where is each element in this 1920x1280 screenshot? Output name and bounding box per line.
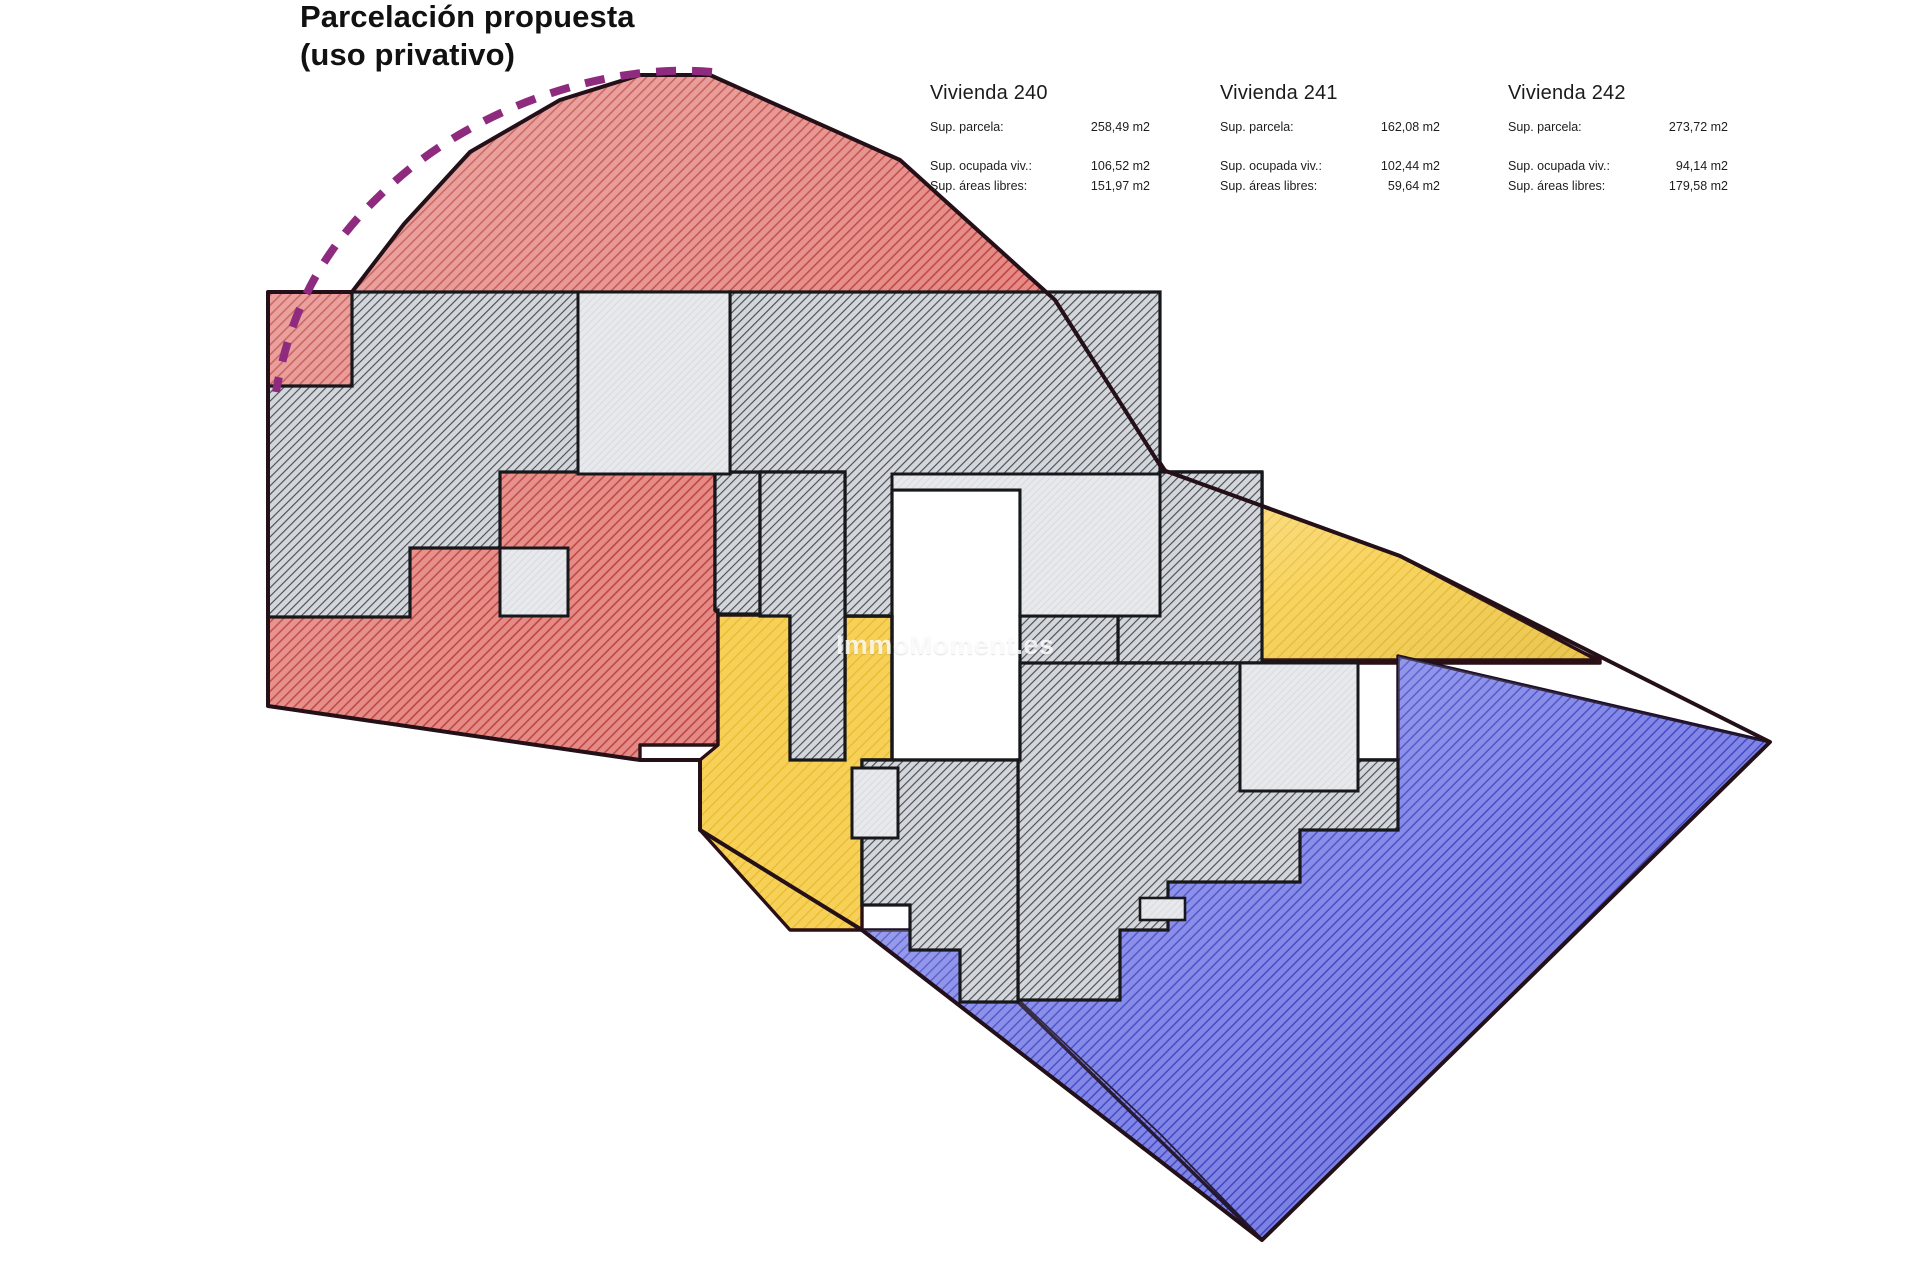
legend-value-sup-libres-242: 179,58 m2 bbox=[1668, 178, 1728, 193]
legend-label-sup-libres: Sup. áreas libres: bbox=[930, 178, 1028, 193]
legend-label-sup-ocupada: Sup. ocupada viv.: bbox=[1508, 159, 1610, 174]
building-footprints bbox=[266, 290, 1400, 1004]
dashed-boundary bbox=[272, 66, 713, 393]
legend-label-sup-ocupada: Sup. ocupada viv.: bbox=[930, 159, 1032, 174]
legend-title-241: Vivienda 241 bbox=[1220, 82, 1338, 104]
legend-label-sup-libres: Sup. áreas libres: bbox=[1220, 178, 1318, 193]
legend-spacer bbox=[930, 137, 1220, 157]
legend-row-sup-ocupada-240: Sup. ocupada viv.: 106,52 m2 bbox=[930, 157, 1220, 176]
legend-value-sup-ocupada-240: 106,52 m2 bbox=[1090, 159, 1150, 174]
terrace-nw bbox=[576, 290, 732, 476]
legend-value-sup-ocupada-242: 94,14 m2 bbox=[1675, 159, 1728, 174]
legend-row-sup-parcela-242: Sup. parcela: 273,72 m2 bbox=[1508, 118, 1798, 137]
legend-label-sup-parcela: Sup. parcela: bbox=[1508, 120, 1582, 134]
terrace-s2 bbox=[1138, 896, 1187, 922]
legend-column-vivienda-242: Vivienda 242 Sup. parcela: 273,72 m2 Sup… bbox=[1508, 82, 1798, 196]
legend-label-sup-libres: Sup. áreas libres: bbox=[1508, 178, 1606, 193]
site-outline bbox=[266, 73, 1772, 1242]
page-title-line-1: Parcelación propuesta bbox=[300, 0, 635, 34]
legend-label-sup-ocupada: Sup. ocupada viv.: bbox=[1220, 159, 1322, 174]
legend-row-sup-parcela-241: Sup. parcela: 162,08 m2 bbox=[1220, 118, 1508, 137]
legend-column-vivienda-241: Vivienda 241 Sup. parcela: 162,08 m2 Sup… bbox=[1220, 82, 1508, 196]
terrace-s bbox=[850, 766, 900, 840]
terrace-center bbox=[890, 472, 1162, 618]
legend-value-sup-parcela-242: 273,72 m2 bbox=[1668, 120, 1728, 134]
legend-title-240: Vivienda 240 bbox=[930, 82, 1048, 104]
legend-value-sup-libres-240: 151,97 m2 bbox=[1090, 178, 1150, 193]
legend-value-sup-parcela-241: 162,08 m2 bbox=[1380, 120, 1440, 134]
legend-value-sup-ocupada-241: 102,44 m2 bbox=[1380, 159, 1440, 174]
page-title: Parcelación propuesta (uso privativo) bbox=[300, 0, 635, 74]
legend-row-sup-libres-240: Sup. áreas libres: 151,97 m2 bbox=[930, 177, 1220, 196]
terrace-w bbox=[498, 546, 570, 618]
legend-row-sup-ocupada-241: Sup. ocupada viv.: 102,44 m2 bbox=[1220, 157, 1508, 176]
terrace-se bbox=[1238, 661, 1360, 793]
page-title-line-2: (uso privativo) bbox=[300, 36, 516, 72]
legend-label-sup-parcela: Sup. parcela: bbox=[1220, 120, 1294, 134]
legend-value-sup-libres-241: 59,64 m2 bbox=[1387, 178, 1440, 193]
legend-row-sup-parcela-240: Sup. parcela: 258,49 m2 bbox=[930, 118, 1220, 137]
legend: Vivienda 240 Sup. parcela: 258,49 m2 Sup… bbox=[930, 82, 1798, 196]
legend-column-vivienda-240: Vivienda 240 Sup. parcela: 258,49 m2 Sup… bbox=[930, 82, 1220, 196]
legend-spacer bbox=[1220, 137, 1508, 157]
legend-row-sup-libres-242: Sup. áreas libres: 179,58 m2 bbox=[1508, 177, 1798, 196]
legend-spacer bbox=[1508, 137, 1798, 157]
legend-title-242: Vivienda 242 bbox=[1508, 82, 1626, 104]
legend-row-sup-libres-241: Sup. áreas libres: 59,64 m2 bbox=[1220, 177, 1508, 196]
legend-row-sup-ocupada-242: Sup. ocupada viv.: 94,14 m2 bbox=[1508, 157, 1798, 176]
legend-value-sup-parcela-240: 258,49 m2 bbox=[1090, 120, 1150, 134]
legend-label-sup-parcela: Sup. parcela: bbox=[930, 120, 1004, 134]
